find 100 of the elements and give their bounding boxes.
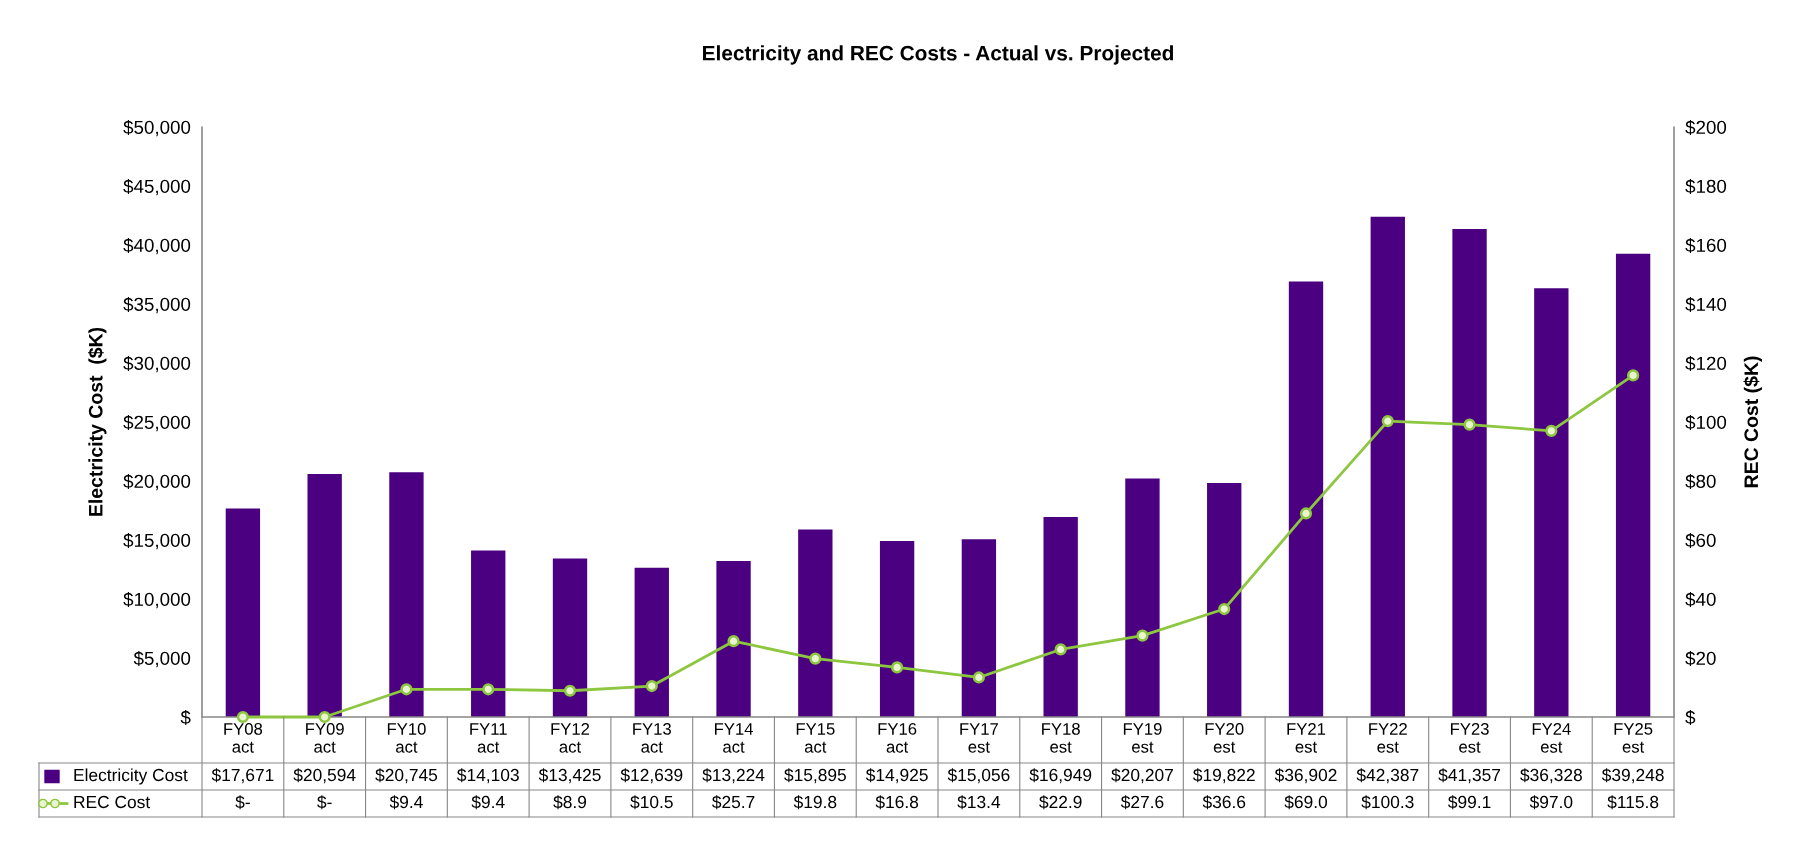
bar xyxy=(1452,228,1487,717)
data-label: $13,425 xyxy=(538,768,601,784)
point xyxy=(1136,629,1149,642)
legend-label: Electricity Cost xyxy=(74,768,188,785)
y2-tick-label: $100 xyxy=(1685,414,1727,431)
bar xyxy=(1207,483,1242,717)
point xyxy=(727,635,740,648)
data-label: $9.4 xyxy=(471,795,505,810)
bar xyxy=(1534,288,1569,717)
bar xyxy=(716,560,751,717)
data-label: $17,671 xyxy=(211,768,274,784)
bar xyxy=(1370,216,1405,717)
x-tick-label: FY24 est xyxy=(1532,723,1571,753)
data-label: $69.0 xyxy=(1284,795,1328,810)
point xyxy=(1545,424,1558,437)
x-tick-label: FY23 est xyxy=(1451,723,1489,753)
y-tick-label: $40,000 xyxy=(123,237,191,255)
data-label: $39,248 xyxy=(1601,768,1664,784)
point xyxy=(645,679,658,693)
point xyxy=(972,671,985,684)
data-label: $13.4 xyxy=(957,795,1001,810)
y-tick-label: $20,000 xyxy=(123,473,191,491)
y-tick-label: $35,000 xyxy=(123,296,191,314)
legend-label: REC Cost xyxy=(74,795,151,809)
data-label: $100.3 xyxy=(1361,795,1414,810)
data-label: $14,103 xyxy=(457,768,519,784)
bar xyxy=(552,558,588,717)
y-tick-label: $15,000 xyxy=(123,532,191,550)
y2-tick-label: $40 xyxy=(1685,591,1716,608)
data-label: $13,224 xyxy=(702,768,765,784)
y-tick-label: $5,000 xyxy=(133,650,191,668)
y2-tick-label: $ xyxy=(1685,709,1696,726)
point xyxy=(1299,507,1313,520)
x-tick-label: FY10 act xyxy=(387,723,426,753)
data-label: $22.9 xyxy=(1039,795,1082,810)
bar xyxy=(471,550,506,717)
y2-tick-label: $160 xyxy=(1685,237,1727,254)
bar xyxy=(879,540,915,717)
data-label: $36.6 xyxy=(1202,795,1246,810)
bar xyxy=(798,529,833,717)
data-label: $15,895 xyxy=(784,768,846,784)
point xyxy=(1463,418,1476,431)
data-label: $25.7 xyxy=(712,795,755,810)
x-tick-label: FY08 act xyxy=(224,723,263,753)
y-tick-label: $50,000 xyxy=(123,119,191,137)
data-label: $16.8 xyxy=(875,795,919,810)
point xyxy=(1381,415,1394,428)
data-label: $20,594 xyxy=(293,768,356,784)
x-tick-label: FY19 est xyxy=(1123,723,1162,753)
point xyxy=(891,661,904,674)
bar xyxy=(1615,253,1651,717)
y2-tick-label: $20 xyxy=(1685,650,1716,667)
data-label: $14,925 xyxy=(865,768,928,784)
data-label: $10.5 xyxy=(630,795,673,810)
y-axis-title: Electricity Cost ($K) xyxy=(87,327,107,516)
data-label: $20,207 xyxy=(1111,768,1173,784)
x-tick-label: FY25 est xyxy=(1614,723,1653,753)
data-label: $20,745 xyxy=(375,768,438,784)
data-label: $36,328 xyxy=(1520,768,1582,784)
data-label: $36,902 xyxy=(1274,768,1337,784)
data-label: $41,357 xyxy=(1438,768,1501,784)
data-label: $99.1 xyxy=(1448,795,1491,810)
x-tick-label: FY12 act xyxy=(551,723,590,753)
y2-tick-label: $60 xyxy=(1685,532,1716,549)
data-label: $27.6 xyxy=(1120,795,1164,810)
y2-tick-label: $140 xyxy=(1685,296,1727,313)
point xyxy=(1218,602,1231,616)
y2-tick-label: $200 xyxy=(1685,119,1727,136)
x-tick-label: FY14 act xyxy=(715,723,753,753)
bar xyxy=(225,508,261,717)
x-tick-label: FY13 act xyxy=(633,723,671,753)
point xyxy=(1627,369,1640,382)
bar xyxy=(634,567,669,717)
data-label: $- xyxy=(235,795,250,810)
data-label: $12,639 xyxy=(620,768,683,784)
data-label: $19,822 xyxy=(1193,768,1255,784)
data-label: $- xyxy=(317,795,332,810)
data-label: $15,056 xyxy=(947,768,1010,784)
y-tick-label: $30,000 xyxy=(123,355,191,373)
y2-tick-label: $180 xyxy=(1685,178,1727,195)
x-tick-label: FY11 act xyxy=(470,723,507,753)
data-label: $97.0 xyxy=(1529,795,1573,810)
data-label: $19.8 xyxy=(793,795,837,810)
bar xyxy=(1125,478,1160,717)
y-tick-label: $ xyxy=(180,709,191,726)
data-label: $42,387 xyxy=(1356,768,1419,784)
bar xyxy=(1043,517,1078,717)
x-tick-label: FY20 est xyxy=(1205,723,1244,753)
y-tick-label: $25,000 xyxy=(123,414,191,432)
point xyxy=(236,710,249,724)
x-tick-label: FY21 est xyxy=(1287,723,1326,753)
data-label: $115.8 xyxy=(1607,795,1659,810)
point xyxy=(563,684,577,697)
y2-tick-label: $80 xyxy=(1685,473,1716,490)
point xyxy=(318,710,331,724)
x-tick-label: FY16 act xyxy=(878,723,917,753)
y-tick-label: $45,000 xyxy=(123,178,191,196)
bar xyxy=(307,473,342,717)
point xyxy=(809,652,822,665)
x-tick-label: FY15 act xyxy=(796,723,835,753)
